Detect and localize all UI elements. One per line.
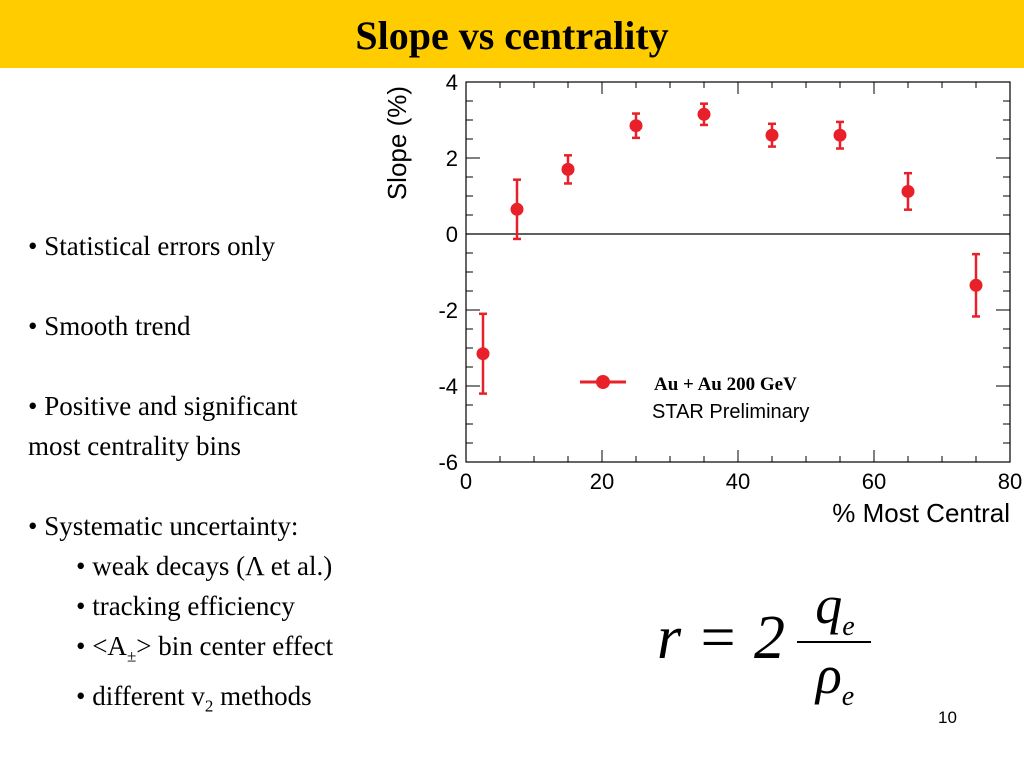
data-point <box>901 184 915 198</box>
subbullet-bin-center-subscript: ± <box>126 646 137 666</box>
bullet-list: • Statistical errors only • Smooth trend… <box>28 226 428 727</box>
bullet-smooth-trend: • Smooth trend <box>28 311 191 341</box>
data-point <box>476 347 490 361</box>
legend-marker <box>596 375 610 389</box>
y-tick-label: -4 <box>438 374 458 399</box>
title-bar <box>0 0 1024 68</box>
subbullet-v2-subscript: 2 <box>204 696 214 716</box>
page-number: 10 <box>938 708 957 727</box>
subbullet-weak-decays: • weak decays (Λ et al.) <box>76 551 333 581</box>
formula-denominator: ρe <box>795 645 875 727</box>
y-tick-label: -6 <box>438 450 458 475</box>
formula-numerator-subscript: e <box>842 610 855 642</box>
x-axis-label: % Most Central <box>832 498 1010 528</box>
bullet-statistical-errors: • Statistical errors only <box>28 231 276 261</box>
subbullet-v2-pre: • different v <box>76 681 205 712</box>
subbullet-v2-post: methods <box>213 681 312 712</box>
data-point <box>969 278 983 292</box>
x-tick-label: 40 <box>726 469 750 494</box>
y-tick-label: 4 <box>446 70 458 95</box>
formula-fraction-bar <box>797 641 871 643</box>
slope-chart: 0 20 40 60 80 -6 -4 -2 0 2 4 % Most Central Slope (%… <box>382 70 1022 528</box>
legend-note: STAR Preliminary <box>652 401 809 423</box>
data-point <box>629 119 643 133</box>
data-point <box>765 128 779 142</box>
bullet-systematic: • Systematic uncertainty: <box>28 511 299 541</box>
y-tick-label: 0 <box>446 222 458 247</box>
formula-lhs: r = 2 <box>657 604 785 672</box>
y-tick-label: -2 <box>438 298 458 323</box>
x-tick-label: 20 <box>590 469 614 494</box>
formula-numerator-symbol: q <box>815 575 843 635</box>
formula-denominator-subscript: e <box>841 680 855 712</box>
legend-series-label: Au + Au 200 GeV <box>654 374 797 395</box>
slide-title: Slope vs centrality <box>355 13 669 58</box>
formula-numerator: qe <box>795 575 875 657</box>
data-point <box>510 202 524 216</box>
x-tick-label: 60 <box>862 469 886 494</box>
data-point <box>833 128 847 142</box>
y-tick-label: 2 <box>446 146 458 171</box>
subbullet-bin-center-pre: • <A <box>76 631 127 661</box>
subbullet-v2-methods: • different v2 methods <box>28 676 428 726</box>
bullet-positive-line2: most centrality bins <box>28 431 241 461</box>
subbullet-tracking: • tracking efficiency <box>76 591 295 621</box>
subbullet-bin-center: • <A±> bin center effect <box>28 626 428 676</box>
data-point <box>697 107 711 121</box>
bullet-positive-line1: • Positive and significant <box>28 391 298 421</box>
x-tick-label: 80 <box>998 469 1022 494</box>
x-tick-label: 0 <box>460 469 472 494</box>
ratio-formula: r = 2 qe ρe <box>655 575 885 715</box>
data-point <box>561 162 575 176</box>
y-axis-label: Slope (%) <box>382 86 412 200</box>
formula-denominator-symbol: ρ <box>815 645 842 705</box>
subbullet-bin-center-post: > bin center effect <box>136 631 334 661</box>
